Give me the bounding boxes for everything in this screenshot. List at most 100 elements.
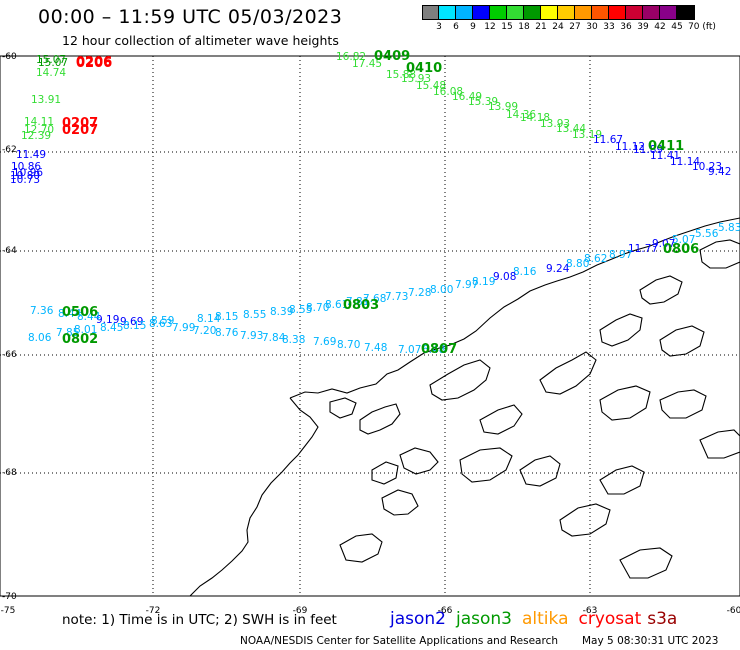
longitude-label: -75 [1,606,16,616]
map-subtitle: 12 hour collection of altimeter wave hei… [62,33,339,48]
swh-value: 7.28 [408,287,431,299]
pass-time-label: 0409 [374,49,410,64]
swh-value: 8.14 [197,313,221,325]
swh-value: 8.00 [430,284,453,296]
island-coastline [359,403,401,435]
latitude-label: -60 [2,52,17,62]
island-coastline [559,503,611,537]
colorbar-swatch [439,5,456,20]
colorbar-swatch [541,5,558,20]
latitude-label: -64 [2,246,17,256]
swh-value: 7.69 [313,336,336,348]
swh-value: 10.23 [692,161,722,173]
swh-value: 8.59 [151,315,174,327]
swh-value: 8.76 [215,327,239,339]
island-coastline [639,275,683,305]
map-frame [0,55,740,597]
island-coastline [659,389,707,419]
pass-labels: 0206020602070207040904100411080608030506… [62,49,699,357]
island-coastline [599,465,645,495]
swh-value: 5.56 [695,228,719,240]
swh-value: 7.68 [363,293,386,305]
swh-value: 8.16 [513,266,537,278]
swh-value: 14.74 [36,67,66,79]
peninsula-coastline [289,217,740,399]
pass-time-label: 0410 [406,61,442,76]
island-coastline [599,385,651,421]
satellite-cryosat: cryosat [578,609,642,629]
mainland-coastline [189,397,319,597]
swh-value: 14.36 [506,109,536,121]
swh-value: 8.44 [77,311,101,323]
colorbar-swatch [677,5,694,20]
island-coastline [399,447,439,475]
swh-value: 8.01 [74,324,97,336]
swh-value: 15.88 [386,69,416,81]
pass-time-label: 0207 [62,123,98,138]
satellite-jason2: jason2 [390,609,446,629]
colorbar-swatch [456,5,473,20]
swh-value: 8.62 [584,253,607,265]
swh-value: 8.70 [337,339,360,351]
colorbar-swatch [643,5,660,20]
swh-value: 9.69 [120,316,143,328]
colorbar-label: 45 [671,22,683,32]
swh-value: 17.45 [352,58,382,70]
longitude-label: -72 [146,606,161,616]
swh-value: 16.08 [433,86,463,98]
swh-value: 8.55 [243,309,266,321]
swh-value: 6.48 [422,344,445,356]
swh-value: 8.06 [28,332,52,344]
swh-value: 13.91 [31,94,61,106]
colorbar-label: 12 [484,22,496,32]
swh-value: 7.73 [385,291,408,303]
swh-value: 11.14 [670,156,700,168]
swh-value: 15.93 [401,73,431,85]
colorbar-swatch [592,5,609,20]
island-coastline [699,429,740,459]
colorbar-label: 30 [586,22,598,32]
island-coastline [329,397,357,419]
island-coastline [429,359,491,401]
swh-value: 13.99 [488,101,518,113]
longitude-label: -60 [727,606,740,616]
swh-value: 8.39 [270,306,293,318]
swh-value: 16.82 [336,51,366,63]
colorbar-label: 33 [603,22,615,32]
pass-time-label: 0206 [76,55,112,70]
swh-value: 13.19 [572,129,602,141]
swh-value: 12.70 [24,124,54,136]
swh-value: 7.97 [455,279,478,291]
colorbar-swatch [575,5,592,20]
island-coastline [339,533,383,563]
colorbar-label: 9 [470,22,476,32]
colorbar-swatch [660,5,677,20]
swh-value: 11.77 [628,243,658,255]
swh-value: 12.39 [21,130,51,142]
colorbar-label: 70 (ft) [688,22,716,32]
satellite-altika: altika [522,609,569,629]
satellite-jason3: jason3 [456,609,512,629]
swh-value: 9.24 [546,263,570,275]
swh-value: 7.20 [193,325,216,337]
swh-value: 8.15 [215,311,238,323]
swh-value: 15.48 [416,80,446,92]
colorbar-swatch [626,5,643,20]
swh-value: 10.86 [11,161,41,173]
swh-value: 8.80 [566,258,589,270]
colorbar-swatch [524,5,541,20]
swh-value: 7.07 [398,344,421,356]
island-coastline [539,351,597,395]
coastline [189,217,740,597]
swh-value: 13.44 [556,123,586,135]
colorbar-label: 3 [436,22,442,32]
pass-time-label: 0411 [648,139,684,154]
satellite-legend: jason2 jason3 altika cryosat s3a [390,609,687,629]
swh-value: 7.84 [262,332,286,344]
satellite-s3a: s3a [647,609,678,629]
island-coastline [619,547,673,579]
island-coastline [381,489,419,516]
swh-value: 7.81 [346,296,369,308]
swh-value: 8.44 [58,308,82,320]
